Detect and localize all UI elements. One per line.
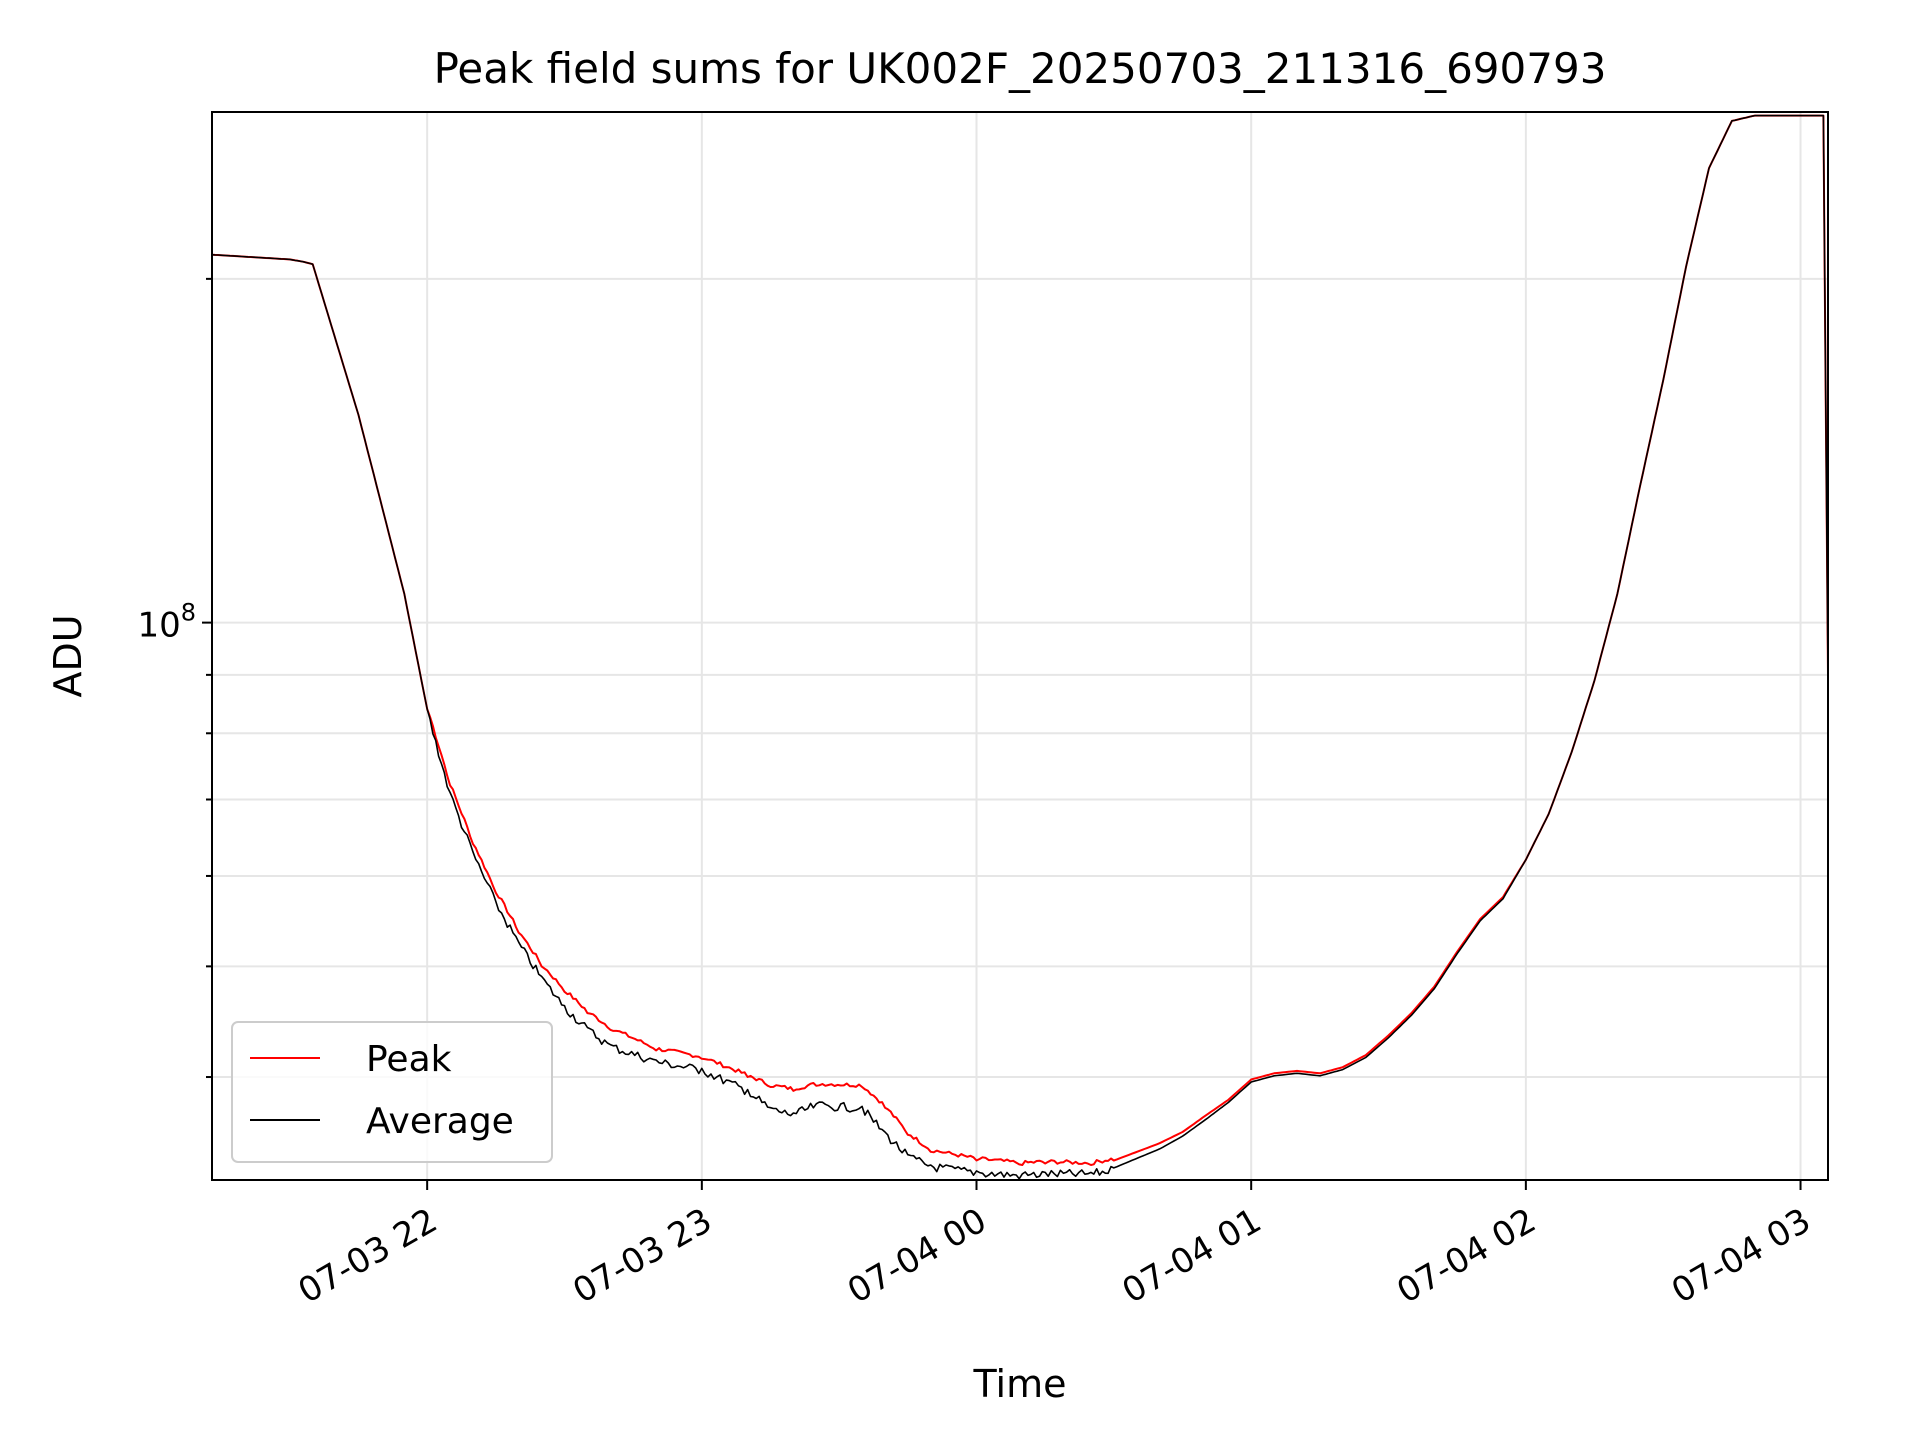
series-line-peak xyxy=(212,114,1828,1166)
legend-label-peak: Peak xyxy=(366,1039,452,1080)
x-axis-label: Time xyxy=(973,1362,1067,1406)
x-tick-label: 07-03 22 xyxy=(292,1201,444,1312)
x-tick-label: 07-04 01 xyxy=(1116,1201,1268,1312)
chart-title: Peak field sums for UK002F_20250703_2113… xyxy=(433,44,1607,93)
grid xyxy=(212,112,1828,1180)
y-axis-ticks: 108 xyxy=(137,277,212,1079)
x-tick-label: 07-04 00 xyxy=(841,1201,993,1312)
x-tick-label: 07-04 02 xyxy=(1390,1201,1542,1312)
series-line-average xyxy=(212,114,1828,1180)
legend-label-average: Average xyxy=(366,1101,514,1142)
x-tick-label: 07-04 03 xyxy=(1665,1201,1817,1312)
x-tick-label: 07-03 23 xyxy=(566,1201,718,1312)
x-axis-ticks: 07-03 22 07-03 23 07-04 00 07-04 01 07-04 02… xyxy=(292,1180,1817,1312)
plot-area-frame xyxy=(211,111,1829,1181)
legend: Peak Average xyxy=(231,1021,553,1163)
series-lines xyxy=(212,114,1828,1180)
y-tick-label: 108 xyxy=(137,599,196,646)
